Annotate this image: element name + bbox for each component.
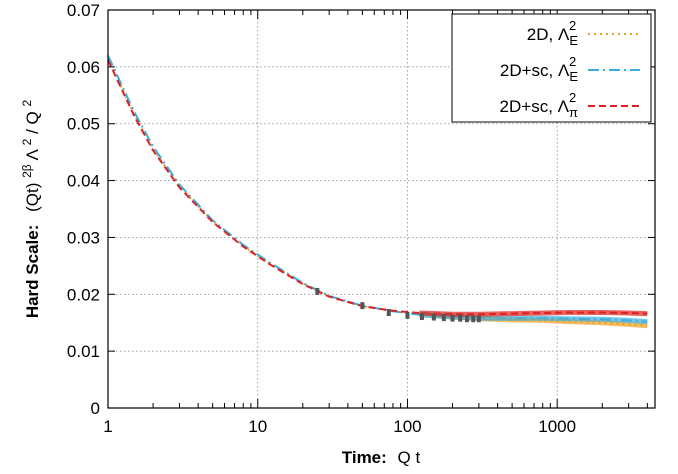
data-marker	[360, 302, 365, 310]
y-axis-label-q: / Q	[23, 111, 42, 134]
y-axis-label-sup-q: 2	[20, 100, 34, 107]
data-marker	[458, 314, 463, 322]
data-marker	[465, 315, 470, 323]
data-marker	[386, 308, 391, 316]
x-tick-label: 100	[393, 417, 421, 436]
y-tick-label: 0.06	[67, 58, 100, 77]
data-marker	[476, 315, 481, 323]
y-tick-label: 0.01	[67, 342, 100, 361]
y-tick-label: 0	[91, 399, 100, 418]
data-marker	[315, 287, 320, 295]
y-axis-label-sup-beta: 2β	[20, 164, 34, 178]
legend-label-2: 2D+sc, ΛE2	[500, 54, 578, 84]
x-axis-label-text: Q t	[398, 448, 421, 467]
grid	[108, 10, 655, 408]
x-tick-label: 1	[103, 417, 112, 436]
data-marker	[431, 313, 436, 321]
legend-label-3: 2D+sc, Λπ2	[500, 90, 578, 120]
series-band-3	[419, 310, 648, 317]
y-tick-label: 0.04	[67, 172, 100, 191]
data-marker	[441, 314, 446, 322]
x-axis-label-bold: Time:	[342, 448, 387, 467]
y-tick-label: 0.07	[67, 1, 100, 20]
x-tick-label: 10	[248, 417, 267, 436]
y-tick-label: 0.02	[67, 285, 100, 304]
y-tick-label: 0.05	[67, 115, 100, 134]
legend-label-1: 2D, ΛE2	[527, 18, 579, 48]
y-axis-label-lambda: Λ	[23, 149, 42, 161]
data-marker	[471, 315, 476, 323]
data-marker	[450, 314, 455, 322]
y-tick-label: 0.03	[67, 228, 100, 247]
data-marker	[405, 311, 410, 319]
x-tick-label: 1000	[538, 417, 576, 436]
x-axis-label: Time: Q t	[342, 448, 421, 467]
axis-ticks: 0 0.01 0.02 0.03 0.04 0.05 0.06 0.07 1 10 100 1000	[67, 1, 655, 436]
data-markers	[315, 287, 481, 323]
legend: 2D, ΛE2 2D+sc, ΛE2 2D+sc, Λπ2	[451, 13, 652, 123]
legend-box	[451, 13, 652, 123]
data-marker	[419, 312, 424, 320]
series-line-3	[107, 59, 648, 316]
y-axis-label-sup-lambda: 2	[20, 138, 34, 145]
y-axis-label-bold: Hard Scale:	[23, 225, 42, 319]
plot-frame	[107, 9, 656, 409]
y-axis-label: Hard Scale: (Qt) 2β Λ 2 / Q 2	[16, 100, 42, 319]
y-axis-label-qt: (Qt)	[23, 183, 42, 212]
